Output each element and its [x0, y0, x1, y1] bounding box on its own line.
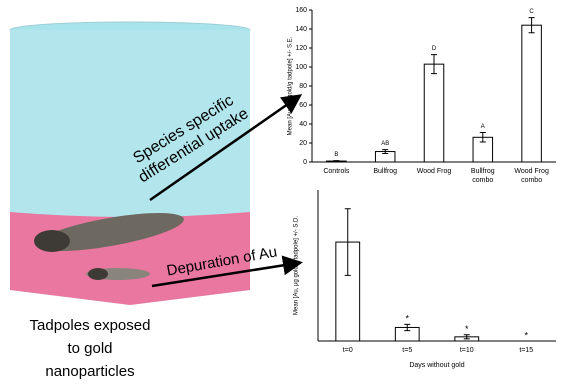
significance-label: A: [481, 124, 485, 130]
x-tick-label: Bullfrog: [373, 168, 397, 175]
y-tick-label: 60: [299, 102, 307, 109]
caption: Tadpoles exposed: [30, 317, 151, 334]
y-axis-label: Mean [Au, µg gold/g tadpole] +/- S.E.: [288, 36, 294, 135]
caption: nanoparticles: [45, 363, 134, 380]
y-tick-label: 100: [295, 64, 307, 71]
x-tick-label: t=0: [343, 347, 353, 354]
significance-label: B: [334, 152, 338, 158]
y-tick-label: 0: [303, 159, 307, 166]
x-tick-label: t=10: [460, 347, 474, 354]
y-tick-label: 160: [295, 7, 307, 14]
significance-label: AB: [381, 141, 389, 147]
significance-label: C: [529, 9, 534, 15]
significance-label: D: [432, 46, 437, 52]
y-tick-label: 20: [299, 140, 307, 147]
tadpole-head: [88, 268, 108, 280]
y-tick-label: 80: [299, 83, 307, 90]
x-tick-label: t=15: [519, 347, 533, 354]
y-tick-label: 120: [295, 45, 307, 52]
significance-label: *: [465, 324, 469, 334]
x-tick-label: Controls: [323, 168, 350, 175]
tadpole-head: [34, 230, 70, 252]
x-axis-label: Days without gold: [409, 362, 464, 369]
x-tick-label: Wood Frog: [417, 168, 452, 175]
y-tick-label: 140: [295, 26, 307, 33]
y-tick-label: 40: [299, 121, 307, 128]
significance-label: *: [524, 330, 528, 340]
error-bar: [333, 161, 339, 162]
caption: to gold: [67, 340, 112, 357]
x-tick-label: t=5: [402, 347, 412, 354]
significance-label: *: [405, 314, 409, 324]
bar: [424, 64, 444, 162]
figure: Species specific differential uptake Dep…: [0, 0, 569, 385]
bar: [522, 25, 542, 162]
y-axis-label: Mean [Au, µg gold/g tadpole] +/- S.D.: [294, 216, 300, 315]
